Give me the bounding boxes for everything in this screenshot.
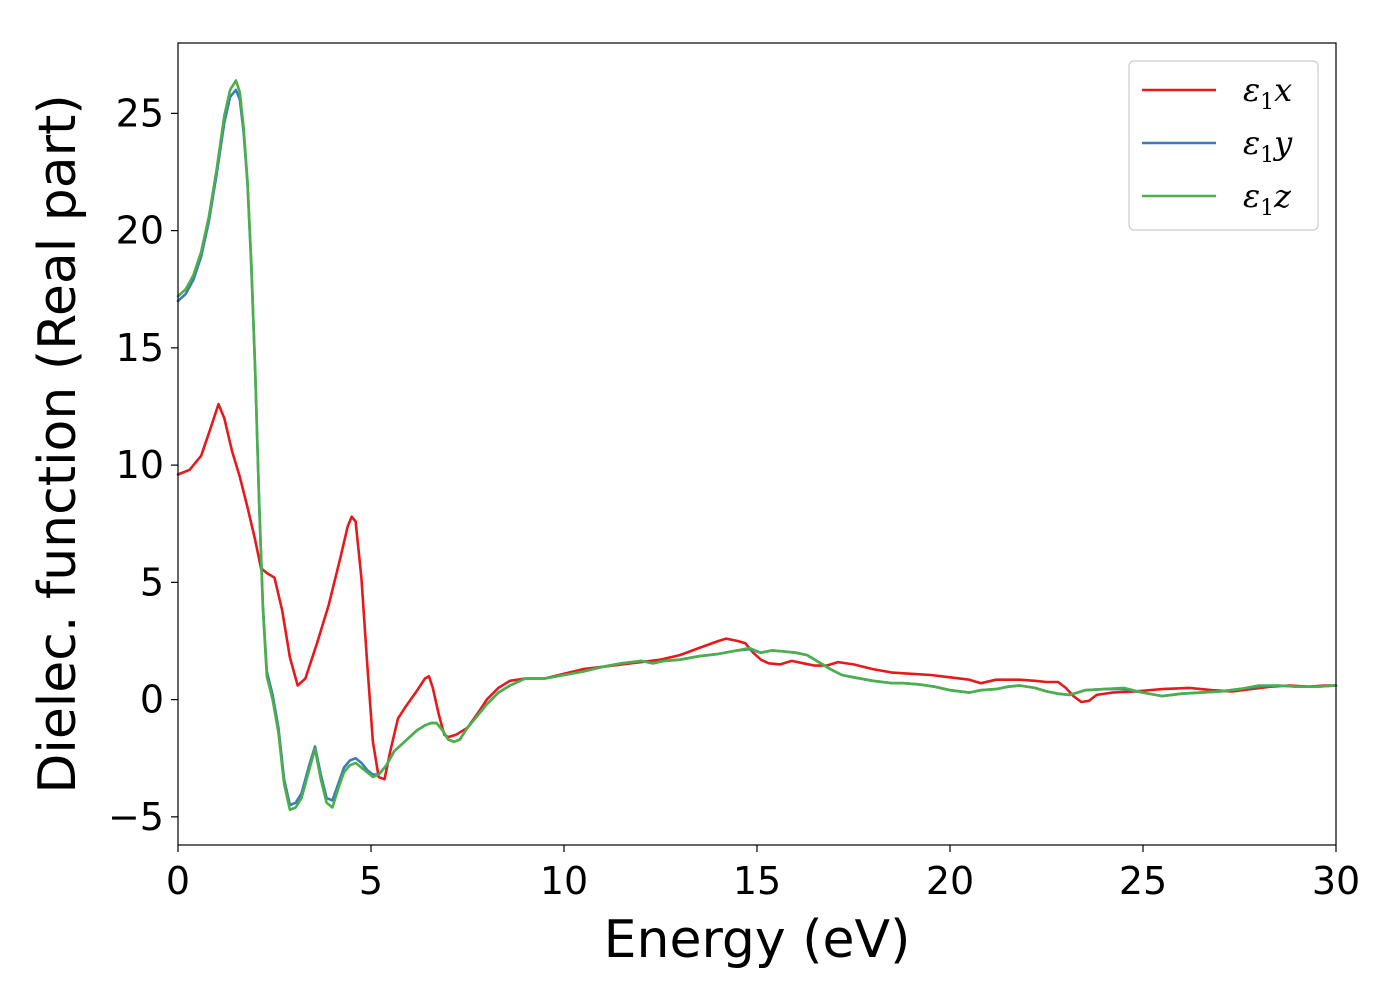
legend-box [1128, 60, 1319, 231]
legend-label-z: ε1z [1243, 177, 1292, 221]
x-tick-label: 10 [540, 859, 588, 903]
x-tick-label: 20 [926, 859, 974, 903]
legend-label-y: ε1y [1243, 124, 1293, 168]
legend: ε1x ε1y ε1z [1128, 60, 1319, 231]
x-tick-label: 15 [733, 859, 781, 903]
y-tick-label: 15 [116, 326, 164, 370]
x-axis-ticks: 0 5 10 15 20 25 30 [166, 845, 1360, 903]
series-line-z [176, 79, 1338, 812]
x-axis-title: Energy (eV) [604, 910, 911, 970]
y-tick-label: 20 [116, 209, 164, 253]
y-axis-title: Dielec. function (Real part) [28, 94, 88, 793]
x-tick-label: 30 [1312, 859, 1360, 903]
y-tick-label: −5 [108, 795, 164, 839]
series-layer [176, 79, 1338, 812]
y-tick-label: 5 [140, 560, 164, 604]
y-axis-ticks: −5 0 5 10 15 20 25 [108, 91, 178, 839]
y-tick-label: 25 [116, 91, 164, 135]
x-tick-label: 5 [359, 859, 383, 903]
x-tick-label: 0 [166, 859, 190, 903]
y-tick-label: 10 [116, 443, 164, 487]
x-tick-label: 25 [1119, 859, 1167, 903]
y-tick-label: 0 [140, 678, 164, 722]
legend-label-x: ε1x [1243, 71, 1292, 115]
